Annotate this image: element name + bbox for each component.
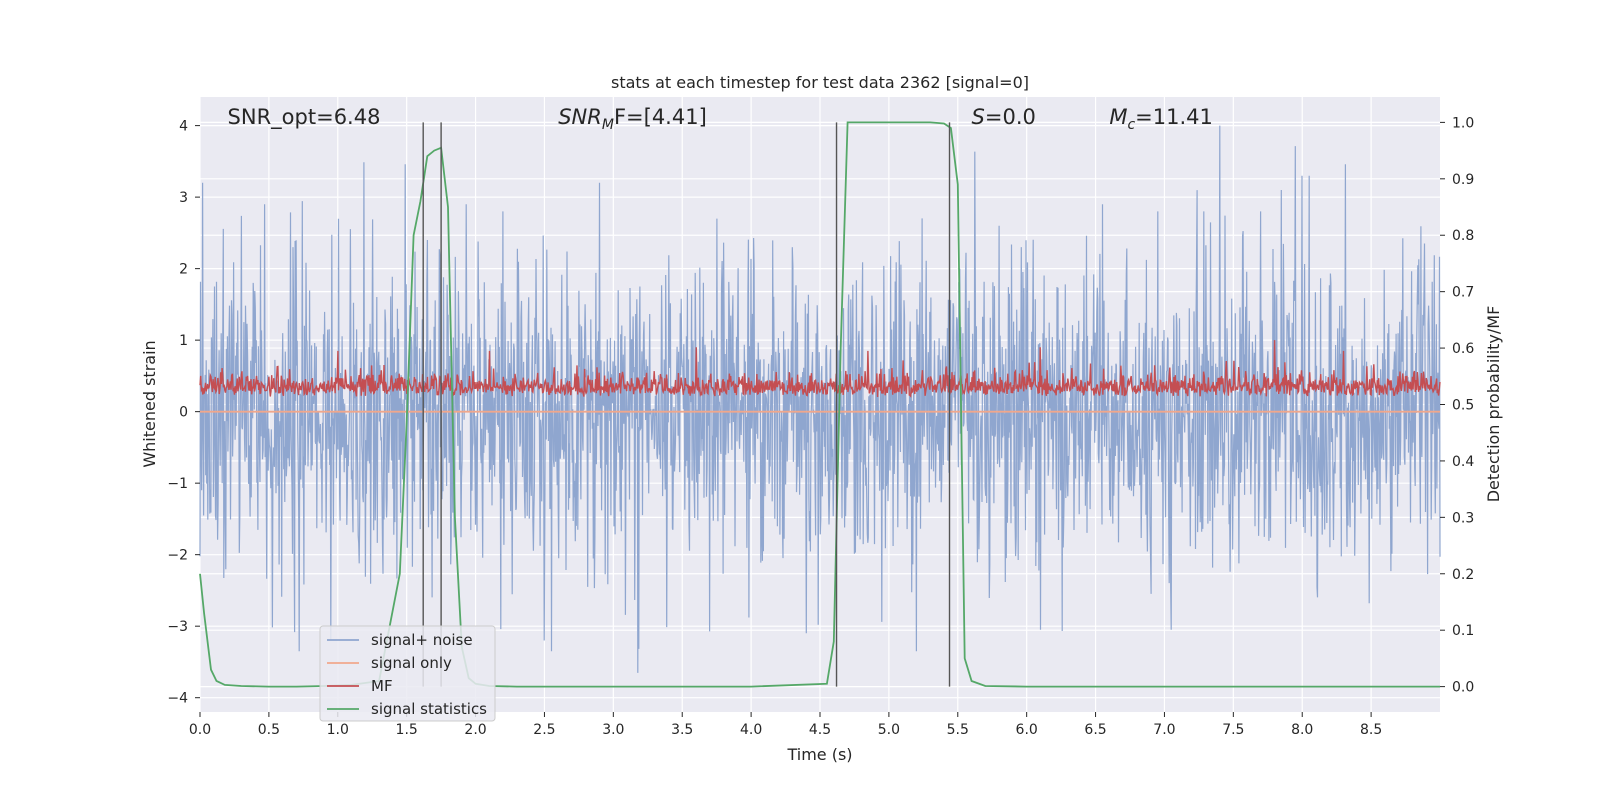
x-tick-label: 6.0 xyxy=(1016,722,1038,738)
y-tick-label: 3 xyxy=(179,190,188,206)
annotation-3: Mc=11.41 xyxy=(1109,105,1213,133)
x-tick-label: 5.5 xyxy=(947,722,969,738)
right-y-tick-label: 0.1 xyxy=(1452,623,1474,639)
annotation-prefix: SNR_opt xyxy=(228,105,317,130)
annotation-prefix: S xyxy=(972,105,985,129)
x-tick-label: 8.5 xyxy=(1360,722,1382,738)
y-tick-label: 4 xyxy=(179,119,188,135)
y-tick-label: 0 xyxy=(179,405,188,421)
y-tick-label: −1 xyxy=(167,476,188,492)
legend-label-1: signal only xyxy=(371,654,452,672)
x-tick-label: 2.5 xyxy=(533,722,555,738)
right-y-tick-label: 0.7 xyxy=(1452,285,1474,301)
annotations: SNR_opt=6.48 SNRMF=[4.41] S=0.0 Mc=11.41 xyxy=(228,105,1213,133)
x-tick-label: 6.5 xyxy=(1084,722,1106,738)
legend-label-3: signal statistics xyxy=(371,700,487,718)
right-y-tick-label: 0.4 xyxy=(1452,454,1474,470)
right-y-tick-label: 0.0 xyxy=(1452,680,1474,696)
x-tick-label: 1.5 xyxy=(396,722,418,738)
x-tick-label: 7.0 xyxy=(1153,722,1175,738)
x-tick-label: 2.0 xyxy=(464,722,486,738)
x-tick-label: 0.0 xyxy=(189,722,211,738)
legend-label-0: signal+ noise xyxy=(371,631,473,649)
y-tick-label: 2 xyxy=(179,262,188,278)
x-tick-label: 4.5 xyxy=(809,722,831,738)
annotation-subscript: c xyxy=(1127,117,1135,133)
y-tick-label: −2 xyxy=(167,548,188,564)
y-tick-label: 1 xyxy=(179,333,188,349)
annotation-suffix: =0.0 xyxy=(985,105,1036,129)
right-y-tick-label: 0.3 xyxy=(1452,510,1474,526)
x-tick-label: 8.0 xyxy=(1291,722,1313,738)
x-tick-label: 7.5 xyxy=(1222,722,1244,738)
y-axis-label-left: Whitened strain xyxy=(140,340,159,467)
x-tick-label: 3.0 xyxy=(602,722,624,738)
right-y-tick-label: 0.9 xyxy=(1452,172,1474,188)
annotation-suffix: =11.41 xyxy=(1135,105,1213,129)
x-axis-label: Time (s) xyxy=(786,745,852,764)
ticks: 0.0 0.5 1.0 1.5 2.0 2.5 3.0 3.5 4.0 4.5 5.0 5.5 6.0 6… xyxy=(167,115,1474,738)
right-y-tick-label: 0.8 xyxy=(1452,228,1474,244)
annotation-prefix: SNR xyxy=(558,105,602,129)
vertical-markers xyxy=(422,122,951,687)
series-mf xyxy=(199,340,1441,398)
chart-title: stats at each timestep for test data 236… xyxy=(611,73,1029,92)
annotation-prefix: M xyxy=(1109,105,1127,129)
x-tick-label: 4.0 xyxy=(740,722,762,738)
right-y-tick-label: 0.5 xyxy=(1452,398,1474,414)
annotation-0: SNR_opt=6.48 xyxy=(228,105,381,130)
x-tick-label: 0.5 xyxy=(258,722,280,738)
annotation-1: SNRMF=[4.41] xyxy=(558,105,707,133)
x-tick-label: 1.0 xyxy=(327,722,349,738)
annotation-suffix: F=[4.41] xyxy=(614,105,707,129)
annotation-suffix: =6.48 xyxy=(316,105,380,129)
y-axis-label-right: Detection probability/MF xyxy=(1484,306,1503,503)
y-tick-label: −4 xyxy=(167,691,188,707)
x-tick-label: 3.5 xyxy=(671,722,693,738)
right-y-tick-label: 1.0 xyxy=(1452,115,1474,131)
annotation-2: S=0.0 xyxy=(972,105,1036,129)
right-y-tick-label: 0.2 xyxy=(1452,567,1474,583)
legend-box xyxy=(319,625,496,722)
y-tick-label: −3 xyxy=(167,619,188,635)
right-y-tick-label: 0.6 xyxy=(1452,341,1474,357)
legend: signal+ noise signal only MF signal statist… xyxy=(319,625,496,722)
annotation-subscript: M xyxy=(602,117,614,133)
legend-label-2: MF xyxy=(371,677,393,695)
x-tick-label: 5.0 xyxy=(878,722,900,738)
